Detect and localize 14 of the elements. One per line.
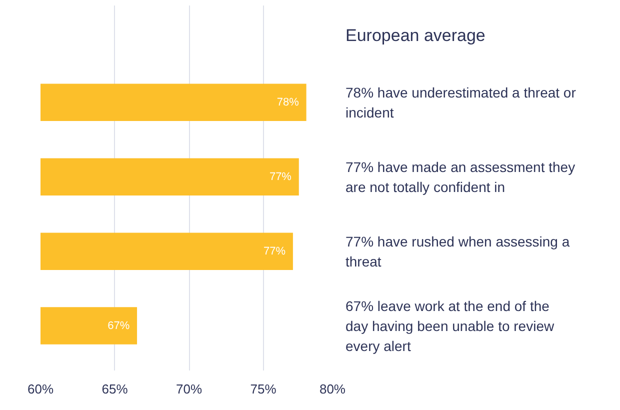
x-tick-label: 80% <box>319 382 346 396</box>
x-tick-label: 70% <box>176 382 202 396</box>
x-tick-label: 65% <box>102 382 128 396</box>
data-label: 77% <box>269 170 292 183</box>
text: 78% have underestimated a threat or incident <box>346 84 576 120</box>
data-label: 77% <box>264 245 286 258</box>
text: 67% leave work at the end of the day having been unable to review every alert <box>346 298 555 354</box>
x-tick-label: 75% <box>250 382 277 396</box>
x-tick-label: 60% <box>27 382 54 396</box>
text: 77% have rushed when assessing a threat <box>346 233 570 270</box>
text: European average <box>346 26 486 45</box>
data-label: 67% <box>108 320 130 332</box>
data-label: 78% <box>276 96 300 108</box>
text: 77% have made an assessment they are not totally confident in <box>346 158 576 195</box>
